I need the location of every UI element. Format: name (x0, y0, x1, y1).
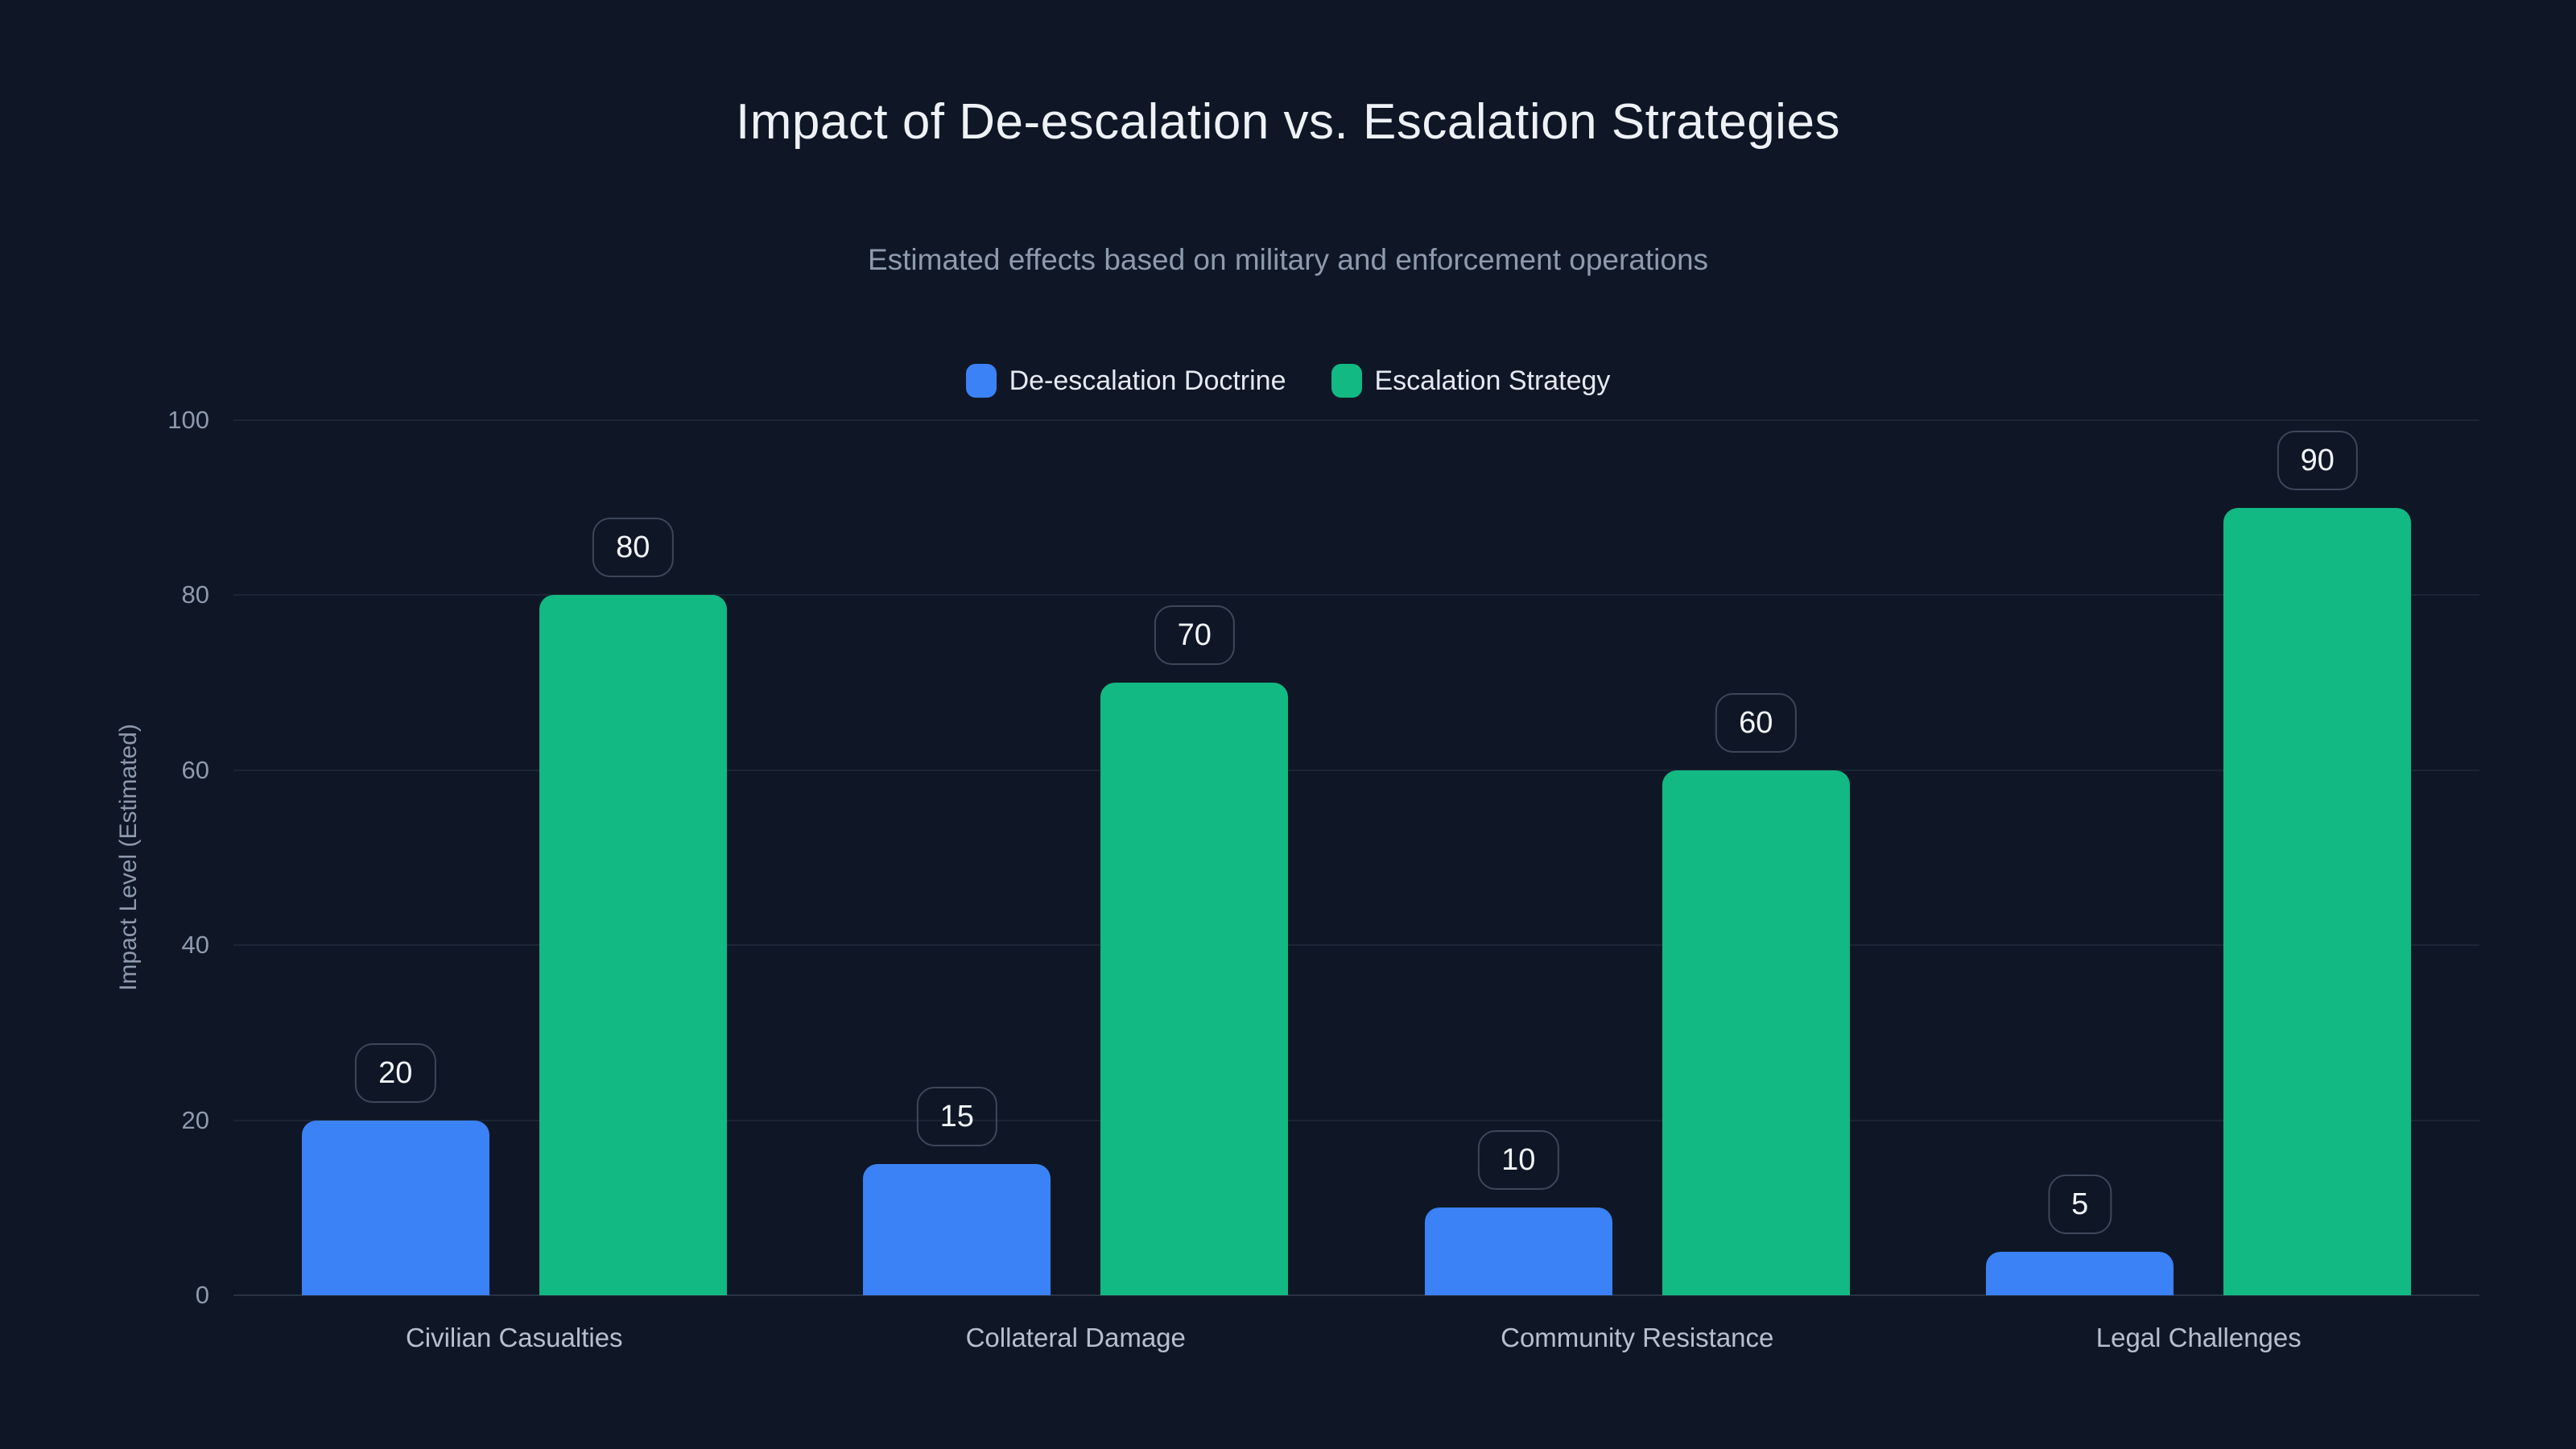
value-label-de-escalation-doctrine-civilian-casualties: 20 (355, 1042, 436, 1103)
value-label-escalation-strategy-collateral-damage: 70 (1154, 605, 1235, 666)
chart-subtitle: Estimated effects based on military and … (867, 243, 1709, 276)
bar-escalation-strategy-community-resistance[interactable] (1662, 770, 1850, 1295)
gridline-y-80 (233, 594, 2479, 597)
legend-item-escalation-strategy[interactable]: Escalation Strategy (1331, 364, 1611, 398)
gridline-y-100 (233, 419, 2479, 421)
value-label-escalation-strategy-community-resistance: 60 (1715, 692, 1797, 753)
legend-swatch-blue (965, 364, 997, 398)
y-tick-label-0: 0 (195, 1281, 209, 1309)
x-category-label-civilian-casualties: Civilian Casualties (405, 1323, 623, 1352)
x-category-label-collateral-damage: Collateral Damage (965, 1323, 1186, 1352)
legend: De-escalation Doctrine Escalation Strate… (0, 364, 2576, 398)
gridline-y-20 (233, 1119, 2479, 1121)
value-label-escalation-strategy-civilian-casualties: 80 (592, 518, 674, 578)
y-tick-label-40: 40 (181, 931, 209, 960)
bar-de-escalation-doctrine-legal-challenges[interactable] (1986, 1251, 2174, 1295)
legend-item-de-escalation-doctrine[interactable]: De-escalation Doctrine (965, 364, 1286, 398)
bar-escalation-strategy-legal-challenges[interactable] (2223, 507, 2412, 1295)
legend-label: De-escalation Doctrine (1009, 365, 1286, 396)
chart-title: Impact of De-escalation vs. Escalation S… (736, 94, 1840, 150)
value-label-de-escalation-doctrine-legal-challenges: 5 (2048, 1174, 2112, 1234)
bar-de-escalation-doctrine-community-resistance[interactable] (1424, 1208, 1612, 1295)
y-tick-label-80: 80 (181, 580, 209, 609)
bar-de-escalation-doctrine-civilian-casualties[interactable] (301, 1120, 489, 1295)
x-category-label-community-resistance: Community Resistance (1501, 1323, 1774, 1352)
y-tick-label-20: 20 (181, 1105, 209, 1134)
value-label-escalation-strategy-legal-challenges: 90 (2277, 430, 2358, 490)
bar-de-escalation-doctrine-collateral-damage[interactable] (863, 1163, 1051, 1295)
bar-escalation-strategy-civilian-casualties[interactable] (539, 595, 727, 1295)
bar-escalation-strategy-collateral-damage[interactable] (1100, 683, 1289, 1295)
value-label-de-escalation-doctrine-collateral-damage: 15 (916, 1086, 997, 1146)
x-category-label-legal-challenges: Legal Challenges (2095, 1323, 2301, 1352)
legend-label: Escalation Strategy (1374, 365, 1611, 396)
gridline-y-40 (233, 944, 2479, 947)
gridline-y-0 (233, 1294, 2479, 1296)
y-tick-label-100: 100 (167, 406, 209, 434)
y-tick-label-60: 60 (181, 755, 209, 784)
value-label-de-escalation-doctrine-community-resistance: 10 (1478, 1130, 1559, 1191)
gridline-y-60 (233, 769, 2479, 771)
plot-area: 0 20 40 60 80 100 Civilian Casualties 20 80 Colla… (167, 406, 2479, 1352)
legend-swatch-green (1331, 364, 1362, 398)
